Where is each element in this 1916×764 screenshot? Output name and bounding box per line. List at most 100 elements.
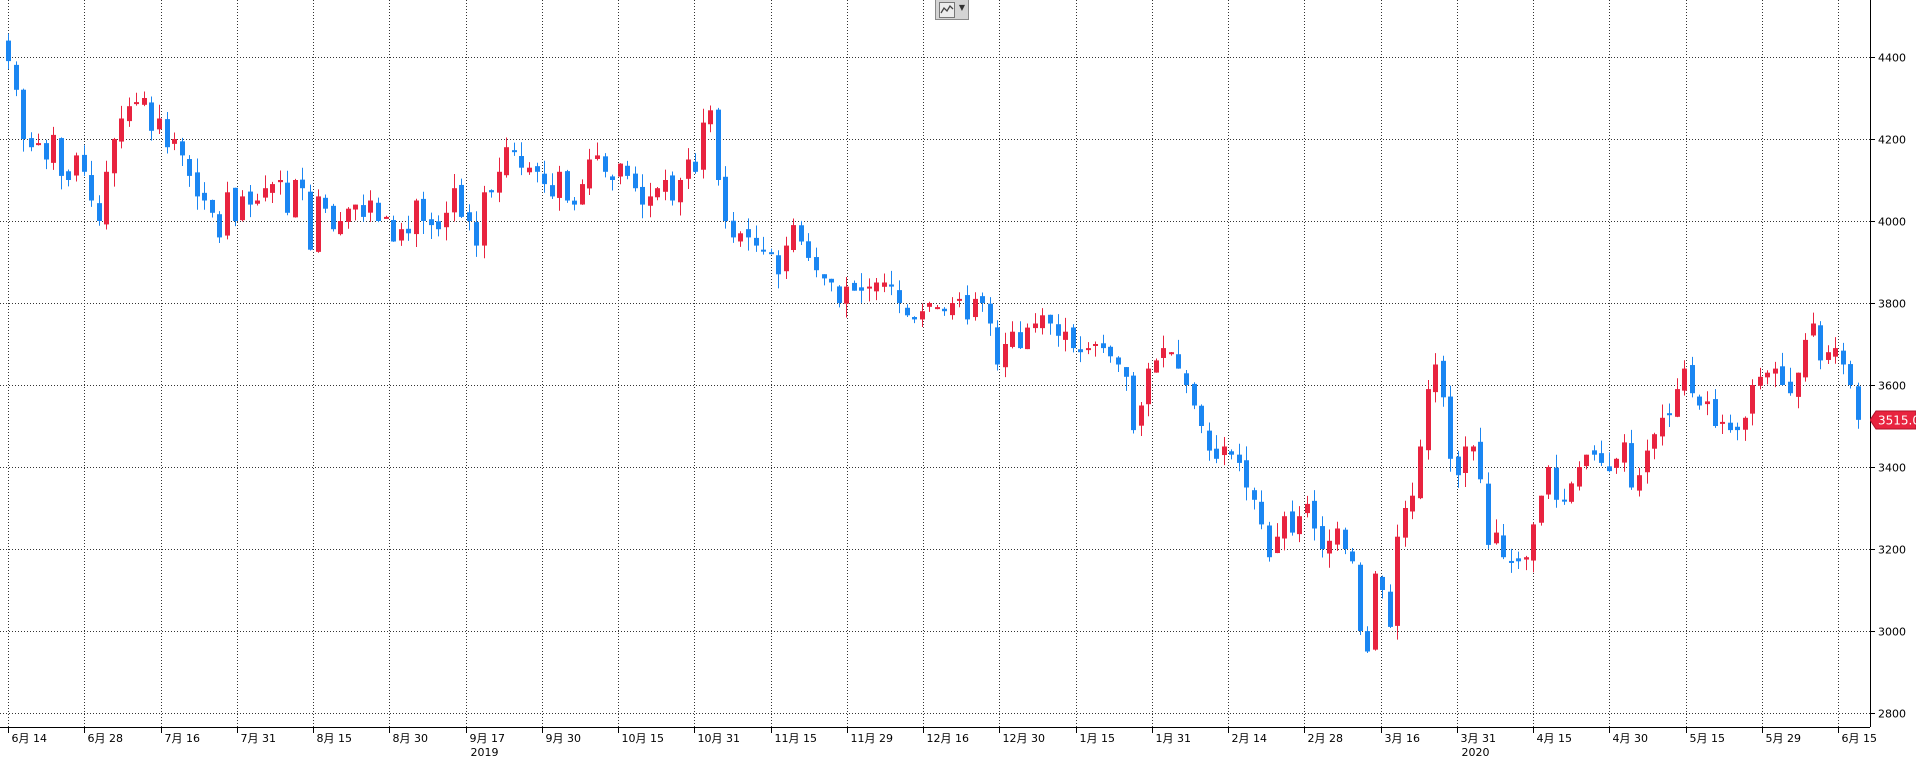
candle-body <box>1395 536 1400 626</box>
candle-body <box>897 290 902 303</box>
candle-body <box>467 212 472 221</box>
candle-body <box>1199 405 1204 426</box>
candle-body <box>1207 430 1212 451</box>
candle-body <box>1660 417 1665 437</box>
candles <box>6 33 1861 654</box>
x-tick-label: 2月 28 <box>1308 732 1344 745</box>
candle-body <box>708 110 713 125</box>
candle-body <box>572 200 577 205</box>
chart-type-button[interactable]: ▼ <box>935 0 969 20</box>
candle-body <box>293 180 298 218</box>
candle-body <box>1614 458 1619 468</box>
candle-body <box>134 102 139 105</box>
candle-body <box>1056 324 1061 336</box>
candle-body <box>1509 560 1514 563</box>
candle-body <box>618 163 623 177</box>
candle-body <box>1327 540 1332 554</box>
candle-body <box>270 184 275 193</box>
candle-body <box>1841 350 1846 365</box>
candle-body <box>791 225 796 251</box>
candle-body <box>1131 375 1136 431</box>
candle-body <box>1335 528 1340 545</box>
candle-body <box>1010 331 1015 347</box>
candle-body <box>323 197 328 209</box>
candle-body <box>353 204 358 210</box>
candle-body <box>957 298 962 301</box>
candle-body <box>1101 343 1106 349</box>
candle-body <box>557 171 562 198</box>
candle-body <box>731 220 736 238</box>
candle-body <box>1063 331 1068 340</box>
candle-body <box>1139 405 1144 426</box>
candle-body <box>1259 501 1264 525</box>
candle-body <box>1071 327 1076 349</box>
x-tick-label: 11月 15 <box>775 732 818 745</box>
candle-body <box>1637 475 1642 491</box>
candle-body <box>1697 396 1702 406</box>
candle-body <box>1456 456 1461 476</box>
candle-body <box>859 287 864 291</box>
candle-body <box>769 252 774 255</box>
candle-body <box>44 143 49 160</box>
candle-body <box>1222 446 1227 456</box>
candle-body <box>225 192 230 236</box>
candle-body <box>1652 434 1657 449</box>
candle-body <box>452 188 457 213</box>
candle-body <box>716 109 721 180</box>
candle-body <box>391 219 396 242</box>
candle-body <box>1116 357 1121 365</box>
candle-body <box>1486 483 1491 545</box>
last-price-label: 3515.0 <box>1878 414 1916 428</box>
y-tick-label: 3000 <box>1878 626 1906 639</box>
candle-body <box>1811 323 1816 336</box>
y-tick-label: 3600 <box>1878 380 1906 393</box>
candle-body <box>1562 499 1567 502</box>
candle-body <box>1237 454 1242 463</box>
candle-body <box>776 255 781 275</box>
candle-body <box>1312 500 1317 529</box>
candle-body <box>82 154 87 172</box>
chevron-down-icon[interactable]: ▼ <box>958 3 965 12</box>
candle-body <box>806 241 811 258</box>
candle-body <box>670 175 675 201</box>
candle-body <box>157 118 162 130</box>
candle-body <box>112 139 117 174</box>
candle-body <box>995 327 1000 365</box>
candle-body <box>1124 367 1129 377</box>
candle-body <box>316 196 321 252</box>
candle-body <box>66 171 71 180</box>
candle-body <box>1169 352 1174 355</box>
candle-body <box>1826 352 1831 360</box>
candle-body <box>535 166 540 172</box>
candle-body <box>376 202 381 221</box>
candle-body <box>1380 576 1385 590</box>
candle-body <box>1780 366 1785 385</box>
candle-body <box>1592 450 1597 455</box>
candle-body <box>142 98 147 105</box>
candle-body <box>504 147 509 176</box>
candle-body <box>1350 551 1355 562</box>
candle-body <box>822 274 827 279</box>
candle-body <box>29 138 34 148</box>
candle-body <box>1675 389 1680 417</box>
candle-body <box>1758 376 1763 386</box>
candle-body <box>127 106 132 122</box>
candle-body <box>1743 417 1748 430</box>
candle-body <box>436 221 441 230</box>
candle-body <box>874 282 879 292</box>
candle-body <box>240 196 245 221</box>
candle-body <box>1539 495 1544 523</box>
candle-body <box>746 229 751 238</box>
candle-body <box>648 196 653 206</box>
candle-body <box>1531 524 1536 561</box>
x-tick-label: 7月 16 <box>165 732 201 745</box>
last-price-tag: 3515.0 <box>1870 410 1916 430</box>
x-tick-label: 6月 28 <box>88 732 124 745</box>
candle-body <box>1516 558 1521 562</box>
candle-body <box>361 205 366 217</box>
x-tick-label: 4月 15 <box>1537 732 1573 745</box>
candle-body <box>1290 511 1295 533</box>
candle-body <box>920 311 925 320</box>
y-tick-label: 3400 <box>1878 462 1906 475</box>
